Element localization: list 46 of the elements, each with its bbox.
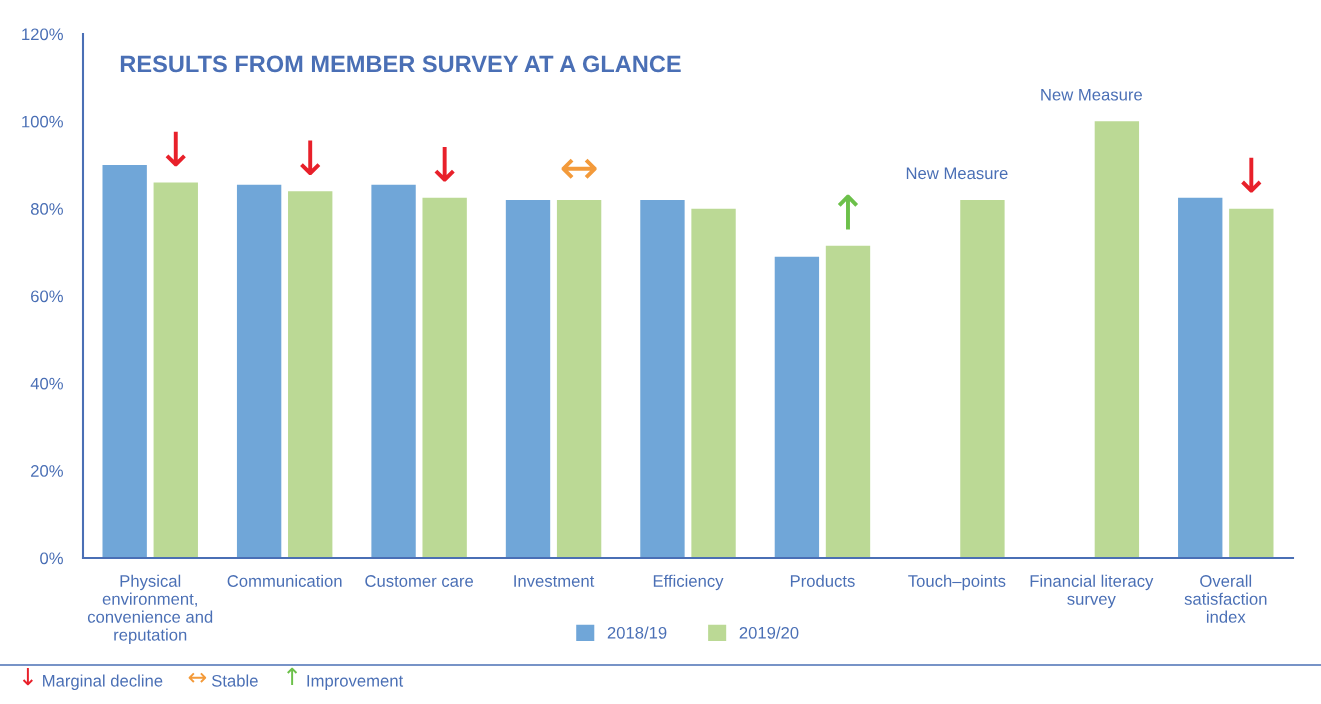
annotation: New Measure (906, 167, 1008, 180)
annotation: ↓ (300, 140, 321, 175)
bar (960, 199, 1005, 558)
annotation: ↓ (165, 131, 186, 167)
bar (556, 199, 602, 558)
y-tick-label: 100% (22, 115, 63, 128)
x-tick-label: Investment (514, 575, 595, 587)
x-tick-label: Overall satisfaction index (1184, 574, 1267, 623)
bar (153, 182, 198, 558)
x-tick-label: Touch–points (908, 574, 1006, 591)
y-tick-label: 120% (22, 28, 63, 41)
bar (640, 199, 685, 558)
bar (825, 245, 871, 558)
x-tick-label: Efficiency (653, 574, 724, 591)
annotation: New Measure (1041, 88, 1142, 101)
legend-label: 2018/19 (607, 626, 667, 639)
text: ↑ Improvement (287, 667, 404, 690)
bar (1178, 197, 1223, 558)
bar (1094, 121, 1140, 558)
annotation: ↓ (434, 146, 455, 182)
legend-label: 2019/20 (739, 626, 799, 639)
x-tick-label: Physical environment, convenience and reputation (87, 574, 213, 645)
bar (288, 191, 333, 558)
text: ↓ Marginal decline (22, 667, 163, 690)
bar (505, 199, 551, 558)
annotation: ↓ (1241, 157, 1262, 193)
bar (236, 184, 282, 558)
y-tick-label: 80% (30, 203, 63, 215)
text: ↔ Stable (188, 672, 258, 687)
annotation: ↔ (561, 158, 597, 179)
text: RESULTS FROM MEMBER SURVEY AT A GLANCE (120, 55, 681, 73)
bar (774, 256, 820, 558)
bar (1229, 208, 1274, 558)
x-tick-label: Customer care (365, 575, 474, 587)
bar (371, 184, 416, 558)
y-tick-label: 20% (31, 465, 63, 477)
bar (102, 165, 147, 558)
y-tick-label: 60% (31, 290, 63, 303)
y-tick-label: 0% (40, 552, 63, 565)
x-tick-label: Financial literacy survey (1030, 574, 1154, 609)
x-tick-label: Products (790, 574, 855, 587)
bar (691, 208, 736, 558)
x-tick-label: Communication (227, 574, 342, 587)
annotation: ↑ (837, 194, 859, 230)
bar (422, 197, 467, 558)
y-tick-label: 40% (30, 377, 63, 390)
